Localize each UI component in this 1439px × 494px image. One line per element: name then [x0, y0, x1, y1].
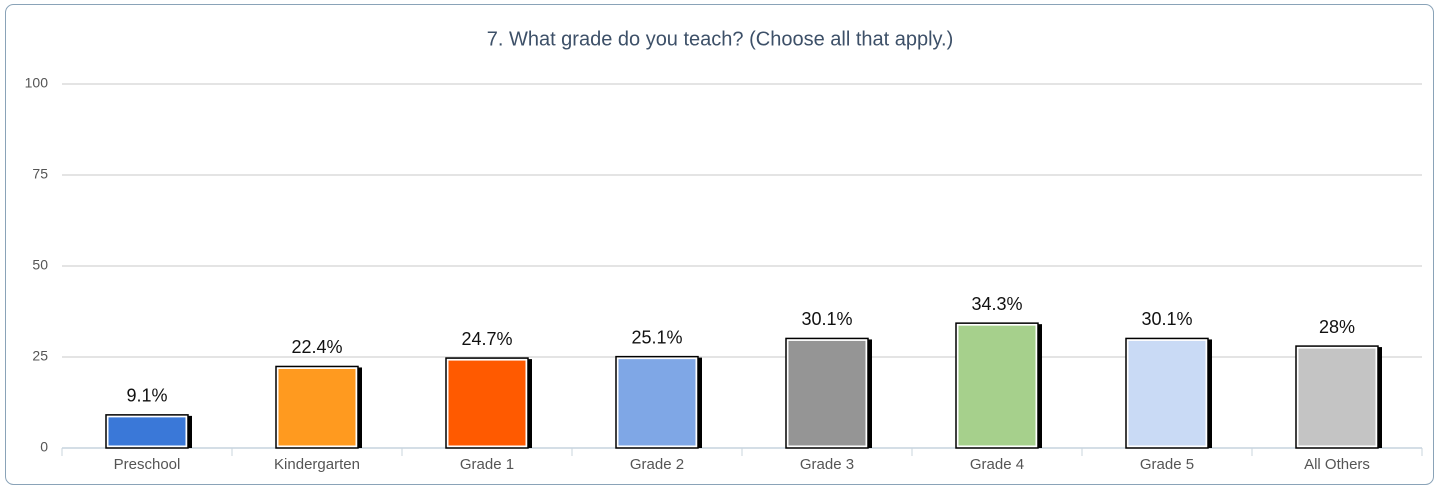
y-tick-label: 0 [40, 439, 48, 455]
bar-fill [278, 368, 356, 446]
y-tick-label: 100 [25, 75, 49, 91]
bar-fill [958, 325, 1036, 446]
y-tick-label: 75 [32, 166, 48, 182]
x-tick-label: Kindergarten [274, 456, 360, 473]
bar-fill [1128, 340, 1206, 446]
chart-frame [5, 4, 1434, 485]
value-label: 22.4% [291, 337, 342, 357]
x-tick-label: All Others [1304, 456, 1370, 473]
bar-fill [108, 417, 186, 446]
x-tick-label: Grade 5 [1140, 456, 1194, 473]
value-label: 24.7% [461, 329, 512, 349]
chart-title: 7. What grade do you teach? (Choose all … [487, 28, 954, 50]
value-label: 30.1% [1141, 309, 1192, 329]
value-label: 34.3% [971, 294, 1022, 314]
value-label: 9.1% [126, 386, 167, 406]
bar-fill [788, 340, 866, 446]
x-tick-label: Grade 1 [460, 456, 514, 473]
x-tick-label: Grade 4 [970, 456, 1024, 473]
value-label: 30.1% [801, 309, 852, 329]
x-tick-label: Preschool [114, 456, 181, 473]
bar-fill [448, 360, 526, 446]
x-tick-label: Grade 3 [800, 456, 854, 473]
y-tick-label: 50 [32, 257, 48, 273]
bar-fill [1298, 348, 1376, 446]
y-tick-label: 25 [32, 348, 48, 364]
x-tick-label: Grade 2 [630, 456, 684, 473]
value-label: 25.1% [631, 327, 682, 347]
value-label: 28% [1319, 317, 1355, 337]
bar-fill [618, 359, 696, 446]
